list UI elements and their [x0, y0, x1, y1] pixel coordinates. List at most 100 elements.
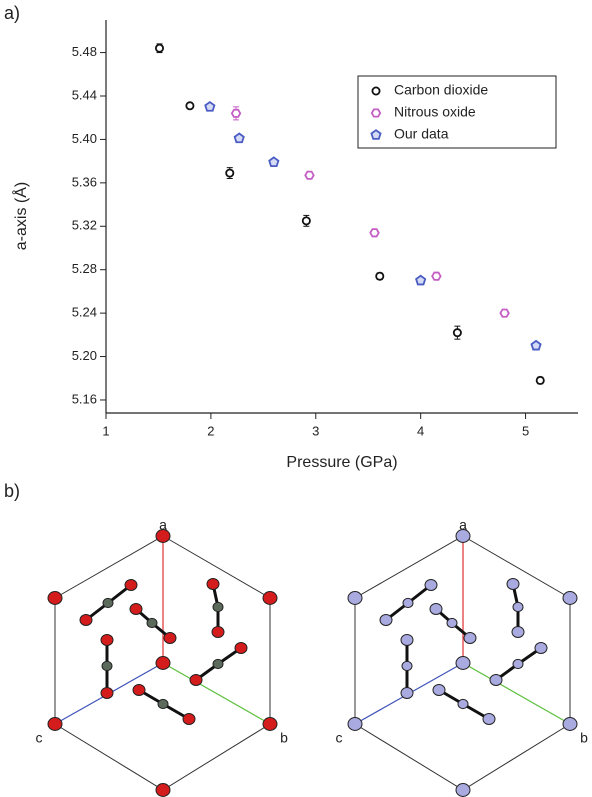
legend-marker: [370, 129, 382, 140]
atom: [506, 577, 520, 591]
atom: [129, 602, 143, 616]
atom: [401, 660, 413, 672]
atom: [562, 717, 578, 731]
atom: [512, 658, 524, 670]
atom: [262, 591, 278, 605]
point: [431, 271, 442, 281]
b-axis-line: [462, 662, 571, 725]
y-tick-label: 5.44: [72, 87, 97, 102]
atom: [429, 602, 443, 616]
atom: [562, 591, 578, 605]
atom: [206, 577, 220, 591]
cell-edge: [217, 598, 271, 631]
y-tick-label: 5.32: [72, 218, 97, 233]
atom: [234, 641, 248, 655]
atom: [489, 673, 503, 687]
point: [301, 216, 311, 226]
atom: [157, 698, 169, 710]
point: [230, 108, 242, 118]
atom: [432, 683, 446, 697]
axis-label: a: [459, 517, 467, 533]
point: [452, 328, 462, 338]
atom: [212, 658, 224, 670]
atom: [455, 529, 471, 543]
axis-label: b: [580, 730, 588, 746]
atom: [482, 712, 496, 726]
atom: [347, 591, 363, 605]
atom: [182, 712, 196, 726]
x-tick-label: 1: [102, 423, 109, 438]
atom: [100, 633, 114, 647]
point: [415, 274, 427, 286]
axis-label: c: [36, 730, 43, 746]
atom: [155, 529, 171, 543]
point: [225, 168, 235, 178]
atom: [347, 717, 363, 731]
b-axis-line: [162, 662, 271, 725]
cell-edge: [517, 598, 571, 631]
x-tick-label: 2: [207, 423, 214, 438]
y-tick-label: 5.20: [72, 348, 97, 363]
point: [375, 271, 385, 281]
x-axis-title: Pressure (GPa): [286, 454, 397, 471]
atom: [463, 631, 477, 645]
atom: [211, 625, 225, 639]
legend-label: Carbon dioxide: [394, 82, 488, 98]
axis-label: b: [280, 730, 288, 746]
point: [530, 339, 542, 351]
atom: [455, 783, 471, 797]
legend-label: Our data: [394, 126, 449, 142]
atom: [457, 698, 469, 710]
axis-label: c: [336, 730, 343, 746]
atom: [47, 591, 63, 605]
atom: [163, 631, 177, 645]
point: [154, 43, 164, 53]
atom: [102, 597, 114, 609]
atom: [402, 597, 414, 609]
point: [369, 228, 380, 238]
point: [233, 132, 245, 144]
y-axis-title: a-axis (Å): [11, 182, 30, 250]
atom: [400, 686, 414, 700]
x-tick-label: 4: [417, 423, 424, 438]
atom: [534, 641, 548, 655]
atom: [155, 656, 171, 670]
point: [535, 375, 545, 385]
point: [304, 170, 315, 180]
atom: [212, 601, 224, 613]
y-tick-label: 5.48: [72, 44, 97, 59]
crystal-structures: a c b a c b: [36, 517, 588, 797]
point: [499, 308, 510, 318]
legend-marker: [370, 108, 382, 118]
atom: [155, 783, 171, 797]
atom: [379, 613, 393, 627]
point: [204, 100, 216, 112]
atom: [124, 578, 138, 592]
atom: [512, 601, 524, 613]
atom: [100, 686, 114, 700]
atom: [79, 613, 93, 627]
panel-label: b): [4, 481, 20, 501]
atom: [262, 717, 278, 731]
atom: [400, 633, 414, 647]
legend-box: [357, 75, 557, 149]
atom: [189, 673, 203, 687]
cell-edge: [55, 598, 109, 631]
y-tick-label: 5.28: [72, 261, 97, 276]
atom: [132, 683, 146, 697]
atom: [455, 656, 471, 670]
x-tick-label: 3: [312, 423, 319, 438]
atom: [446, 617, 458, 629]
atom: [101, 660, 113, 672]
atom: [424, 578, 438, 592]
y-tick-label: 5.40: [72, 131, 97, 146]
point: [268, 156, 280, 168]
legend-label: Nitrous oxide: [394, 104, 476, 120]
legend-marker: [371, 86, 381, 96]
panel-label: a): [4, 3, 20, 23]
atom: [146, 617, 158, 629]
cell-edge: [355, 598, 409, 631]
y-tick-label: 5.16: [72, 391, 97, 406]
axis-label: a: [159, 517, 167, 533]
